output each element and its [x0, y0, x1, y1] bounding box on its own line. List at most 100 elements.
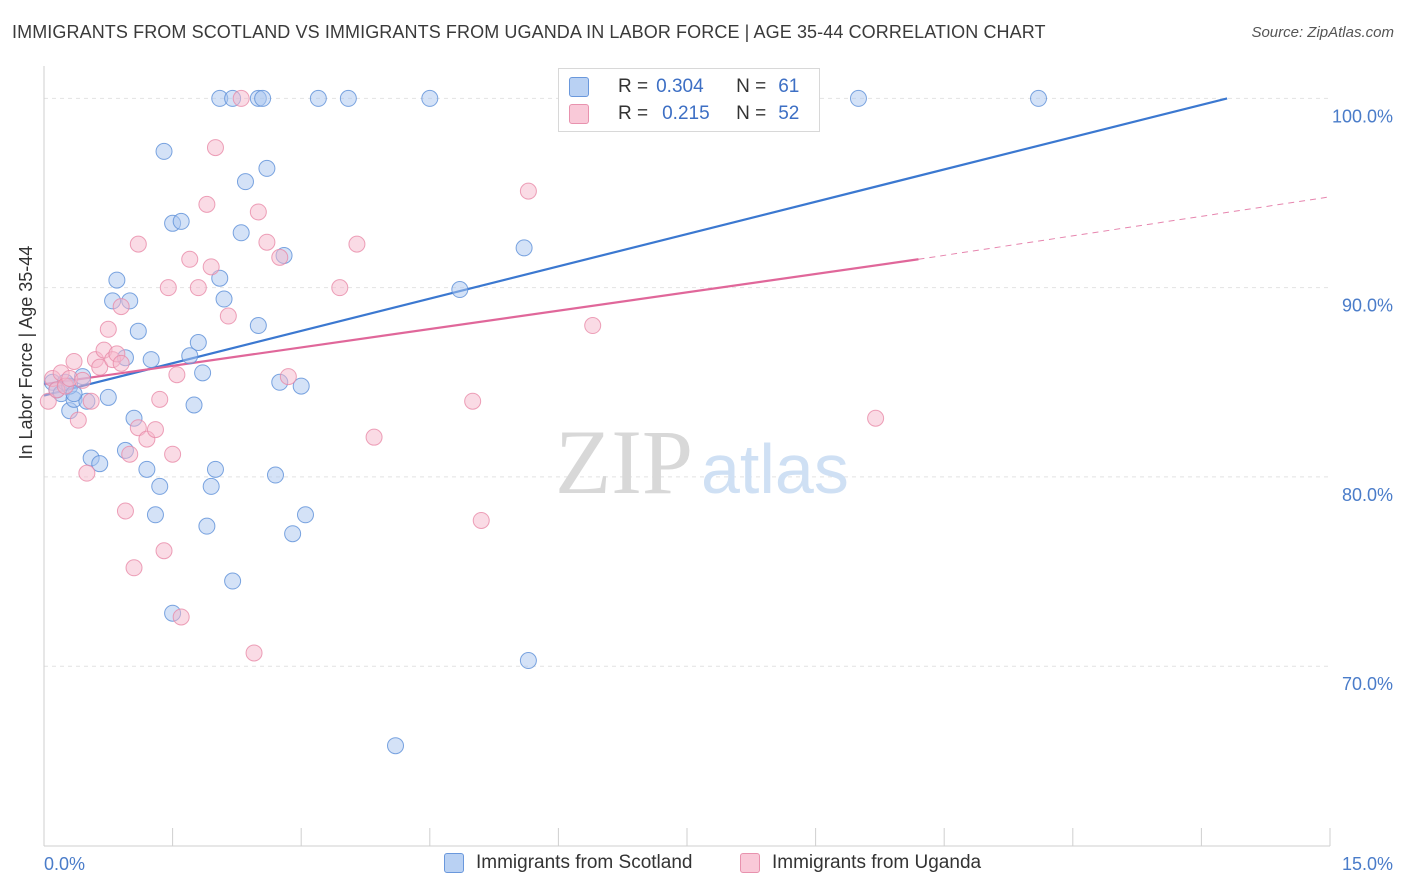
x-tick-label-max: 15.0% — [1342, 854, 1393, 874]
point-uganda — [271, 248, 289, 266]
point-scotland — [189, 334, 207, 352]
stats-legend-box: R = 0.304 N = 61 R = 0.215 N = 52 — [558, 68, 820, 132]
legend-item-scotland: Immigrants from Scotland — [444, 852, 692, 874]
watermark-zip: ZIP — [555, 411, 693, 513]
point-scotland — [185, 396, 203, 414]
stat-r-scotland: 0.304 — [656, 76, 704, 97]
point-scotland — [211, 269, 229, 287]
point-uganda — [348, 235, 366, 253]
point-uganda — [249, 203, 267, 221]
point-uganda — [121, 445, 139, 463]
point-uganda — [69, 411, 87, 429]
point-uganda — [181, 250, 199, 268]
point-scotland — [129, 322, 147, 340]
point-scotland — [108, 271, 126, 289]
y-axis-label: In Labor Force | Age 35-44 — [16, 245, 36, 460]
point-uganda — [39, 392, 57, 410]
point-uganda — [206, 139, 224, 157]
stats-swatch-scotland — [569, 77, 589, 97]
x-tick-labels: 0.0% 15.0% — [44, 854, 1393, 874]
point-uganda — [151, 390, 169, 408]
point-uganda — [78, 464, 96, 482]
point-uganda — [112, 354, 130, 372]
point-uganda — [125, 559, 143, 577]
trend-line-scotland — [43, 97, 1228, 397]
point-scotland — [99, 388, 117, 406]
point-scotland — [232, 224, 250, 242]
point-uganda — [82, 392, 100, 410]
point-scotland — [266, 466, 284, 484]
point-scotland — [224, 572, 242, 590]
point-uganda — [146, 421, 164, 439]
point-scotland — [284, 525, 302, 543]
stat-n-scotland: 61 — [778, 76, 800, 97]
source-label: Source: ZipAtlas.com — [1251, 24, 1394, 41]
trend-lines — [43, 97, 1331, 397]
stat-r-uganda: 0.215 — [662, 103, 710, 124]
point-scotland — [296, 506, 314, 524]
trend-line-uganda — [43, 258, 919, 386]
point-scotland — [421, 89, 439, 107]
point-scotland — [138, 460, 156, 478]
stats-row-scotland: R = 0.304 N = 61 — [569, 74, 800, 100]
point-scotland — [339, 89, 357, 107]
point-uganda — [129, 419, 147, 437]
point-scotland — [254, 89, 272, 107]
point-uganda — [584, 317, 602, 335]
stats-swatch-uganda — [569, 104, 589, 124]
legend-swatch-scotland — [444, 853, 464, 873]
point-uganda — [172, 608, 190, 626]
point-uganda — [168, 366, 186, 384]
point-scotland — [155, 142, 173, 160]
point-scotland — [215, 290, 233, 308]
point-uganda — [258, 233, 276, 251]
point-scotland — [849, 89, 867, 107]
point-scotland — [309, 89, 327, 107]
point-uganda — [472, 511, 490, 529]
point-scotland — [146, 506, 164, 524]
y-tick-label: 70.0% — [1342, 674, 1393, 694]
x-tick-label-min: 0.0% — [44, 854, 85, 874]
point-scotland — [451, 281, 469, 299]
axes — [43, 66, 1331, 847]
y-tick-label: 90.0% — [1342, 296, 1393, 316]
point-uganda — [365, 428, 383, 446]
stats-row-uganda: R = 0.215 N = 52 — [569, 101, 800, 127]
point-uganda — [202, 258, 220, 276]
bottom-legend: Immigrants from Scotland Immigrants from… — [0, 852, 1406, 880]
point-uganda — [164, 445, 182, 463]
point-uganda — [279, 368, 297, 386]
point-scotland — [515, 239, 533, 257]
point-scotland — [194, 364, 212, 382]
chart-title: IMMIGRANTS FROM SCOTLAND VS IMMIGRANTS F… — [12, 22, 1046, 42]
point-uganda — [159, 279, 177, 297]
point-scotland — [151, 477, 169, 495]
trend-line-uganda-extension — [918, 196, 1331, 260]
point-uganda — [198, 195, 216, 213]
point-scotland — [206, 460, 224, 478]
stat-n-uganda: 52 — [778, 103, 800, 124]
point-scotland — [519, 652, 537, 670]
point-uganda — [91, 358, 109, 376]
point-scotland — [202, 477, 220, 495]
watermark: ZIP atlas — [555, 411, 849, 513]
point-scotland — [236, 173, 254, 191]
y-tick-label: 100.0% — [1332, 106, 1393, 126]
point-uganda — [519, 182, 537, 200]
point-scotland — [387, 737, 405, 755]
point-uganda — [232, 89, 250, 107]
point-uganda — [116, 502, 134, 520]
point-uganda — [245, 644, 263, 662]
point-uganda — [65, 352, 83, 370]
legend-swatch-uganda — [740, 853, 760, 873]
y-tick-label: 80.0% — [1342, 485, 1393, 505]
point-uganda — [112, 298, 130, 316]
point-scotland — [258, 159, 276, 177]
point-uganda — [189, 279, 207, 297]
y-tick-labels: 70.0% 80.0% 90.0% 100.0% — [1332, 106, 1393, 694]
point-uganda — [129, 235, 147, 253]
point-scotland — [292, 377, 310, 395]
point-scotland — [249, 317, 267, 335]
point-uganda — [331, 279, 349, 297]
